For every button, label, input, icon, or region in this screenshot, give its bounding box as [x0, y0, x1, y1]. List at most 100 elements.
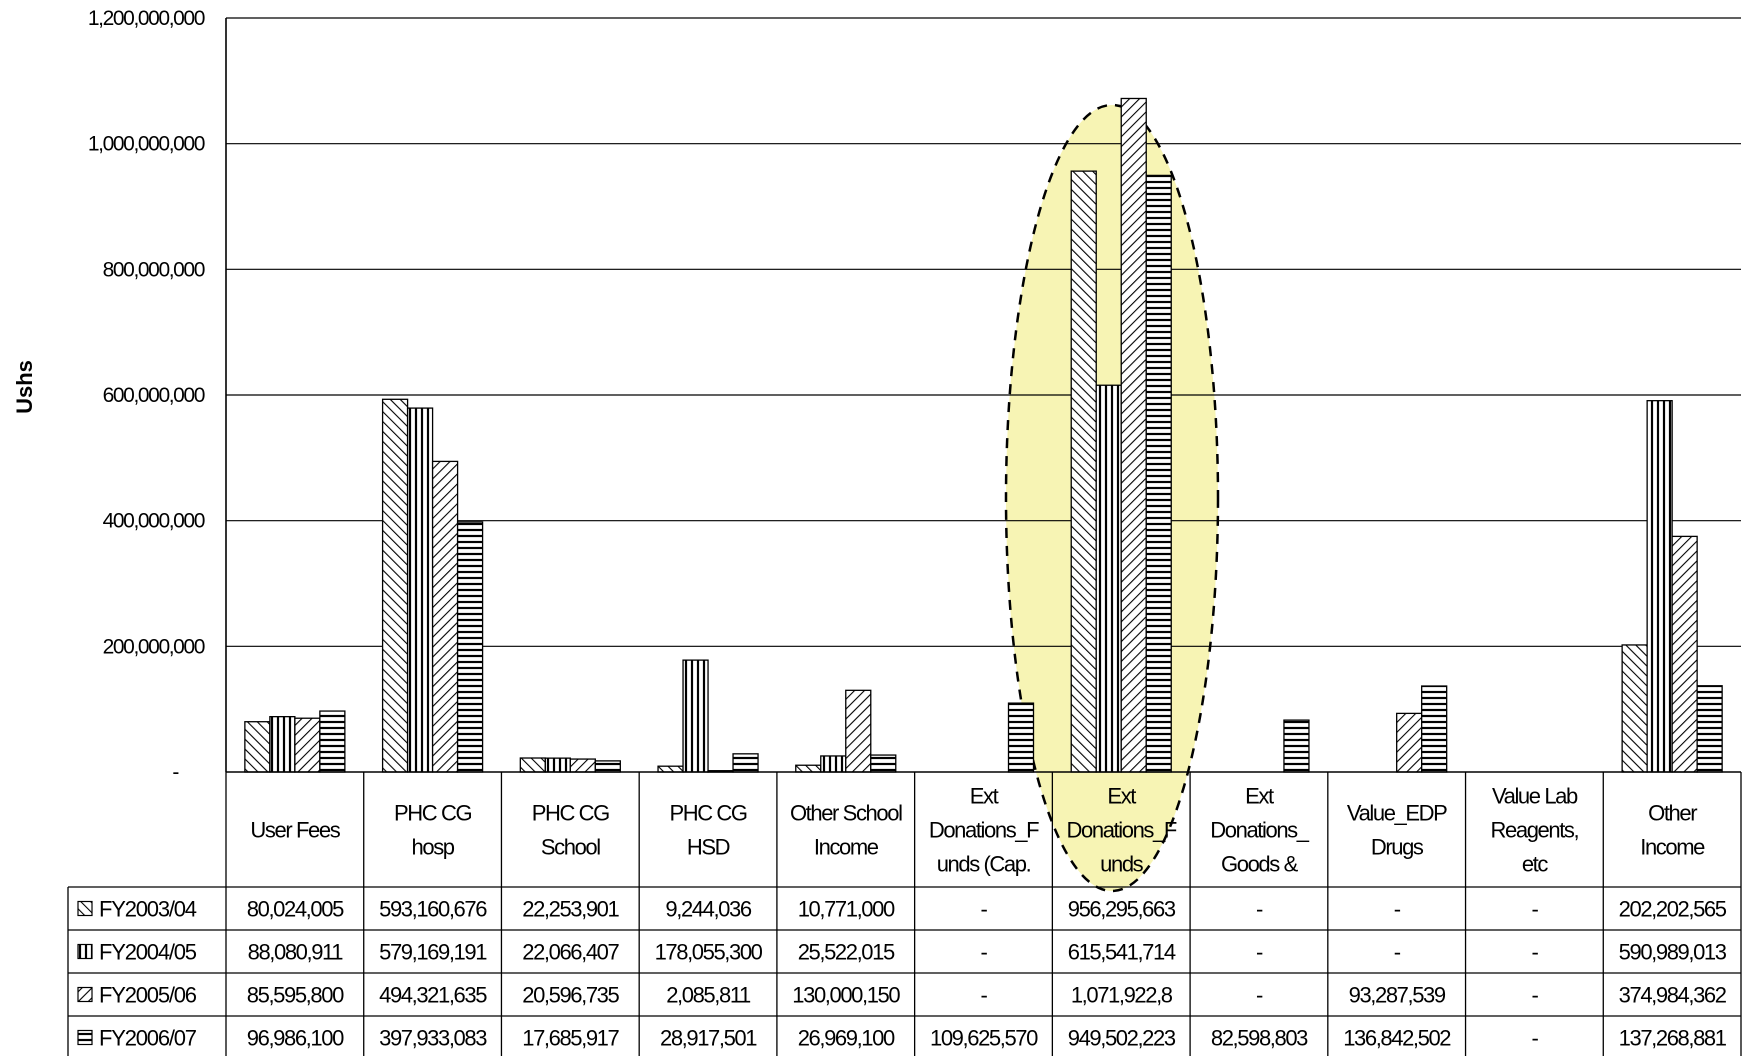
- bar: [406, 407, 434, 773]
- bar: [544, 757, 571, 773]
- category-label: Other School: [790, 801, 902, 826]
- table-cell: 25,522,015: [798, 940, 895, 965]
- table-cell: 956,295,663: [1068, 897, 1176, 922]
- table-cell: -: [981, 897, 988, 922]
- table-cell: -: [1531, 897, 1538, 922]
- y-tick-label: -: [172, 761, 179, 784]
- table-cell: -: [1531, 1026, 1538, 1051]
- bar: [820, 755, 847, 773]
- bar: [795, 764, 822, 773]
- category-label: User Fees: [250, 818, 340, 843]
- category-label: Ext: [1107, 784, 1136, 809]
- table-cell: -: [981, 940, 988, 965]
- bar: [294, 717, 321, 773]
- category-label: Value_EDP: [1347, 801, 1447, 826]
- table-cell: 130,000,150: [792, 983, 900, 1008]
- table-cell: 949,502,223: [1068, 1026, 1176, 1051]
- category-label: hosp: [412, 835, 455, 860]
- legend-key: [77, 900, 93, 917]
- bar: [519, 757, 546, 773]
- bar: [1646, 400, 1673, 773]
- category-label: Ext: [1245, 784, 1274, 809]
- bar: [1095, 384, 1122, 773]
- category-label: Drugs: [1371, 835, 1424, 860]
- bar: [1696, 685, 1723, 773]
- table-cell: -: [981, 983, 988, 1008]
- table-cell: 590,989,013: [1619, 940, 1727, 965]
- bar: [1283, 719, 1310, 773]
- table-cell: 22,066,407: [522, 940, 619, 965]
- table-cell: 82,598,803: [1211, 1026, 1308, 1051]
- table-cell: 85,595,800: [247, 983, 344, 1008]
- category-label: etc: [1522, 852, 1549, 877]
- y-tick-label: 1,200,000,000: [88, 7, 205, 30]
- y-tick-label: 800,000,000: [103, 258, 205, 281]
- table-cell: -: [1531, 983, 1538, 1008]
- category-label: PHC CG: [669, 801, 746, 826]
- category-label: unds (Cap.: [937, 852, 1031, 877]
- bar: [1007, 702, 1035, 773]
- table-cell: 397,933,083: [379, 1026, 487, 1051]
- bars: [244, 97, 1723, 773]
- axes: [225, 18, 1741, 773]
- table-cell: 88,080,911: [248, 940, 344, 965]
- table-cell: 93,287,539: [1349, 983, 1446, 1008]
- table-cell: 494,321,635: [379, 983, 487, 1008]
- category-label: Goods &: [1221, 852, 1299, 877]
- category-label: Income: [1640, 835, 1705, 860]
- category-label: Donations_F: [929, 818, 1039, 843]
- table-cell: 26,969,100: [798, 1026, 895, 1051]
- bar: [1621, 644, 1648, 773]
- y-tick-label: 400,000,000: [103, 510, 205, 533]
- category-label: Reagents,: [1491, 818, 1579, 843]
- table-cell: 593,160,676: [379, 897, 487, 922]
- bar: [594, 760, 621, 773]
- table-cell: 17,685,917: [522, 1026, 619, 1051]
- y-tick-label: 200,000,000: [103, 635, 205, 658]
- bar: [1396, 712, 1423, 773]
- category-label: School: [541, 835, 600, 860]
- y-tick-labels: - 200,000,000 400,000,000 600,000,000 800,00…: [88, 7, 206, 784]
- bar: [319, 710, 346, 773]
- table-cell: -: [1256, 897, 1263, 922]
- table-cell: 202,202,565: [1619, 897, 1727, 922]
- y-tick-label: 1,000,000,000: [88, 133, 205, 156]
- bar: [244, 721, 271, 773]
- legend-label: FY2005/06: [99, 983, 197, 1008]
- table-cell: 9,244,036: [665, 897, 751, 922]
- legend-key: [77, 1029, 93, 1046]
- category-label: Donations_F: [1067, 818, 1177, 843]
- bar: [431, 460, 459, 773]
- legend-label: FY2003/04: [99, 897, 197, 922]
- bar: [381, 398, 409, 773]
- table-cell: 615,541,714: [1068, 940, 1176, 965]
- table-cell: 374,984,362: [1619, 983, 1727, 1008]
- category-label: PHC CG: [532, 801, 609, 826]
- table-cell: 137,268,881: [1619, 1026, 1727, 1051]
- y-tick-label: 600,000,000: [103, 384, 205, 407]
- category-label: Income: [814, 835, 879, 860]
- category-label: unds: [1100, 852, 1144, 877]
- table-cell: 22,253,901: [522, 897, 619, 922]
- table-cell: 109,625,570: [930, 1026, 1038, 1051]
- category-label: Other: [1648, 801, 1697, 826]
- table-cell: -: [1256, 983, 1263, 1008]
- table-cell: 178,055,300: [655, 940, 763, 965]
- table-cell: 80,024,005: [247, 897, 344, 922]
- bar: [732, 753, 759, 773]
- table-cell: 579,169,191: [379, 940, 487, 965]
- bar: [870, 754, 897, 773]
- table-cell: 136,842,502: [1343, 1026, 1451, 1051]
- table-cell: -: [1256, 940, 1263, 965]
- bar: [456, 521, 484, 773]
- bar: [682, 659, 709, 773]
- category-label: PHC CG: [394, 801, 471, 826]
- bar: [1120, 97, 1147, 773]
- table-cell: 96,986,100: [247, 1026, 344, 1051]
- table-cell: 2,085,811: [666, 983, 751, 1008]
- bar: [657, 765, 684, 773]
- legend-key: [77, 943, 93, 960]
- bar: [1671, 535, 1698, 773]
- legend-label: FY2006/07: [99, 1026, 197, 1051]
